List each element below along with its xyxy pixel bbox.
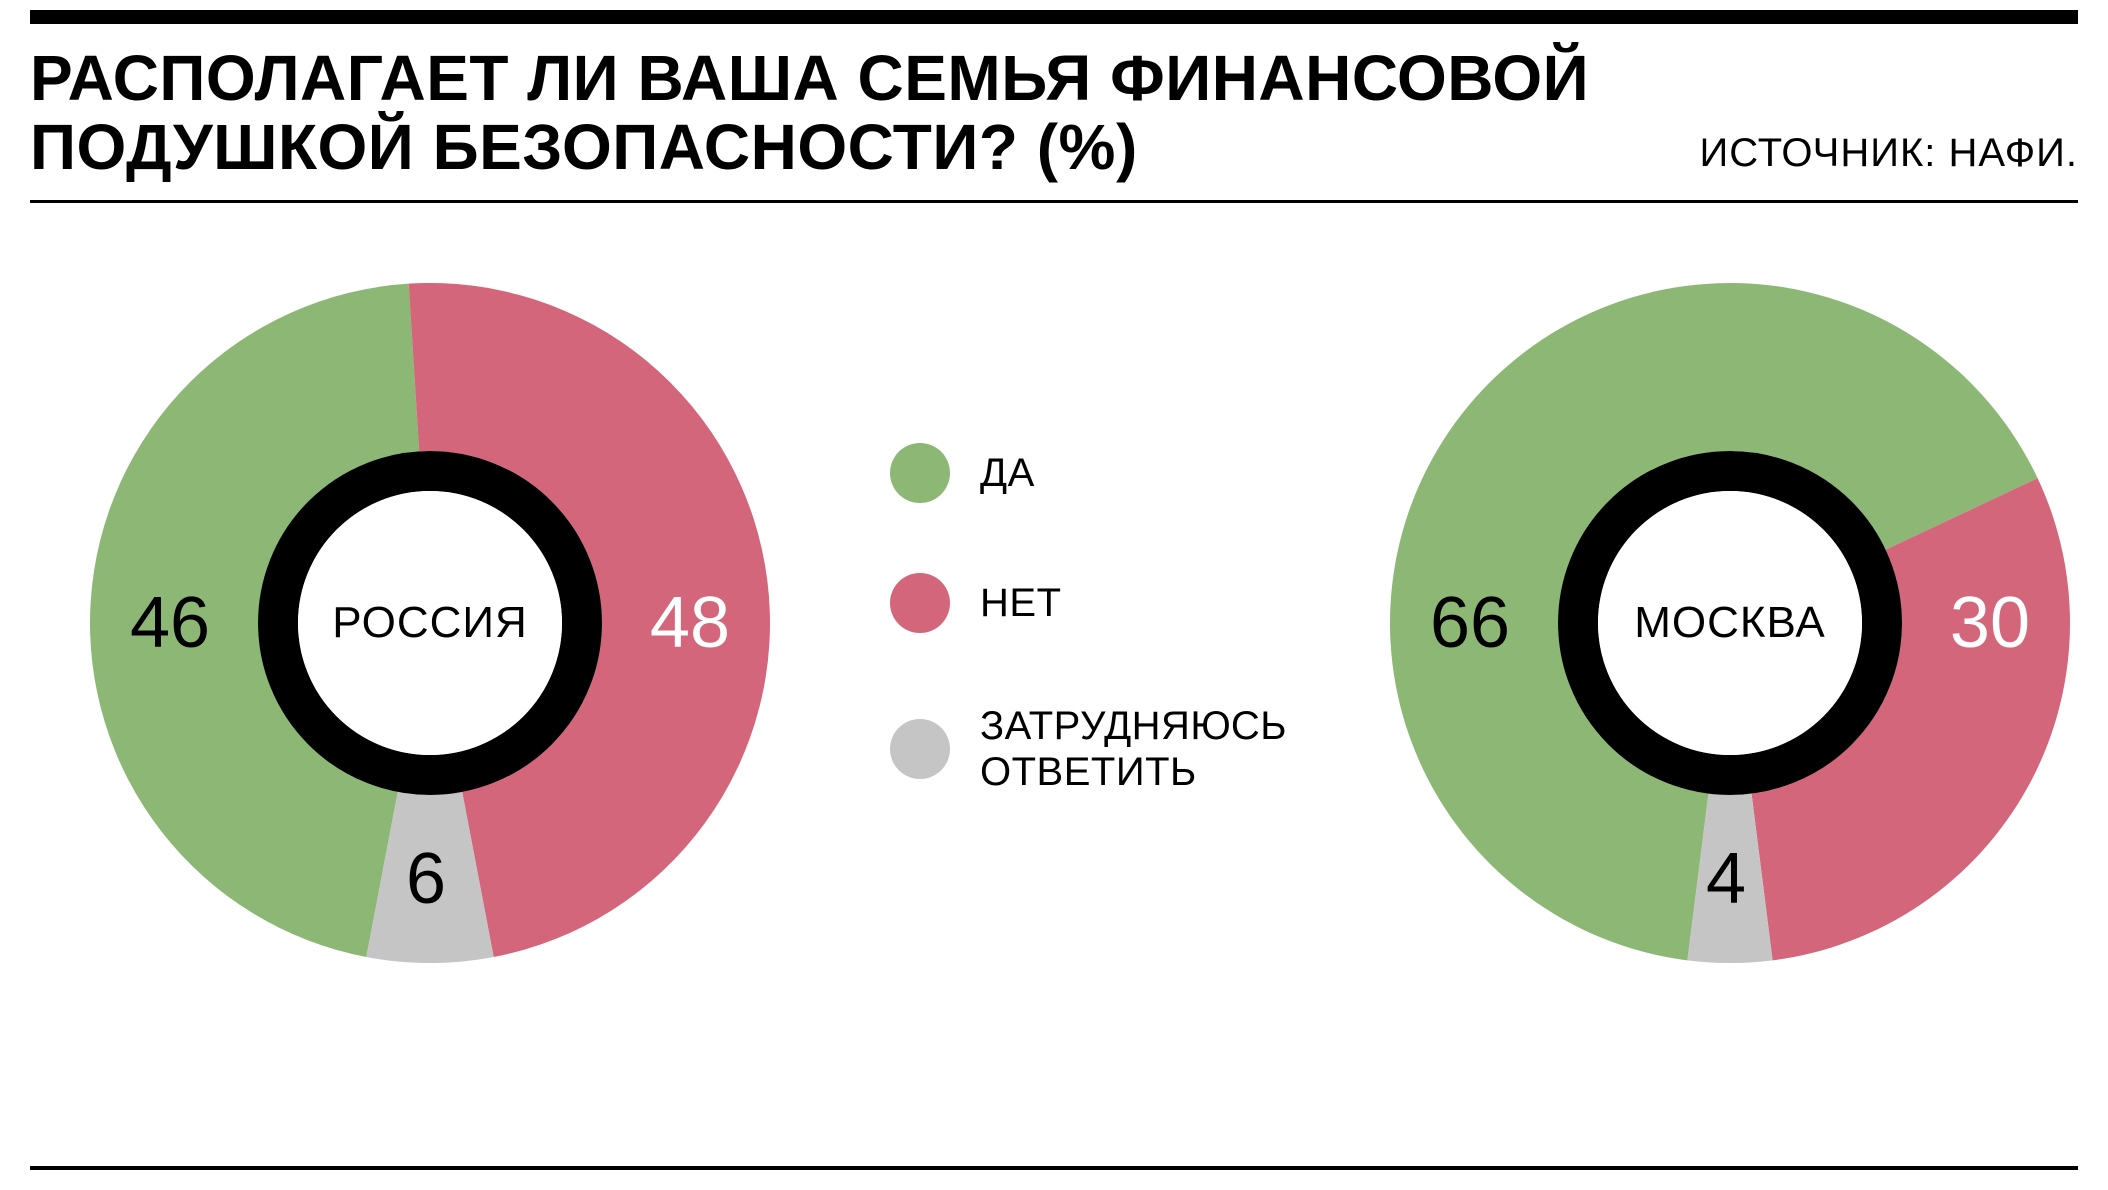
chart-center-label: РОССИЯ (332, 598, 528, 648)
value-label-dk: 4 (1706, 843, 1746, 915)
legend-item-dk: ЗАТРУДНЯЮСЬОТВЕТИТЬ (890, 703, 1290, 795)
charts-row: ДА НЕТ ЗАТРУДНЯЮСЬОТВЕТИТЬ РОССИЯ 46 48 6 МОС… (30, 203, 2078, 1073)
value-label-no: 30 (1950, 587, 2030, 659)
donut-chart-russia: РОССИЯ 46 48 6 (90, 283, 770, 963)
value-label-yes: 46 (130, 587, 210, 659)
legend: ДА НЕТ ЗАТРУДНЯЮСЬОТВЕТИТЬ (890, 443, 1290, 865)
legend-swatch-yes (890, 443, 950, 503)
legend-label-no: НЕТ (980, 580, 1062, 626)
title-line-2: ПОДУШКОЙ БЕЗОПАСНОСТИ? (%) (30, 111, 1138, 183)
legend-item-yes: ДА (890, 443, 1290, 503)
legend-label-yes: ДА (980, 450, 1035, 496)
legend-label-dk: ЗАТРУДНЯЮСЬОТВЕТИТЬ (980, 703, 1287, 795)
chart-center-label: МОСКВА (1634, 598, 1826, 648)
bottom-rule (30, 1166, 2078, 1170)
value-label-dk: 6 (406, 843, 446, 915)
donut-chart-moscow: МОСКВА 66 30 4 (1390, 283, 2070, 963)
infographic-page: РАСПОЛАГАЕТ ЛИ ВАША СЕМЬЯ ФИНАНСОВОЙ ПОД… (0, 10, 2108, 1190)
value-label-yes: 66 (1430, 587, 1510, 659)
legend-swatch-dk (890, 719, 950, 779)
legend-swatch-no (890, 573, 950, 633)
title-line-1: РАСПОЛАГАЕТ ЛИ ВАША СЕМЬЯ ФИНАНСОВОЙ (30, 42, 1589, 114)
source-label: ИСТОЧНИК: НАФИ. (1699, 131, 2078, 182)
chart-title: РАСПОЛАГАЕТ ЛИ ВАША СЕМЬЯ ФИНАНСОВОЙ ПОД… (30, 44, 1589, 182)
header-row: РАСПОЛАГАЕТ ЛИ ВАША СЕМЬЯ ФИНАНСОВОЙ ПОД… (30, 24, 2078, 203)
top-rule (30, 10, 2078, 24)
legend-item-no: НЕТ (890, 573, 1290, 633)
value-label-no: 48 (650, 587, 730, 659)
